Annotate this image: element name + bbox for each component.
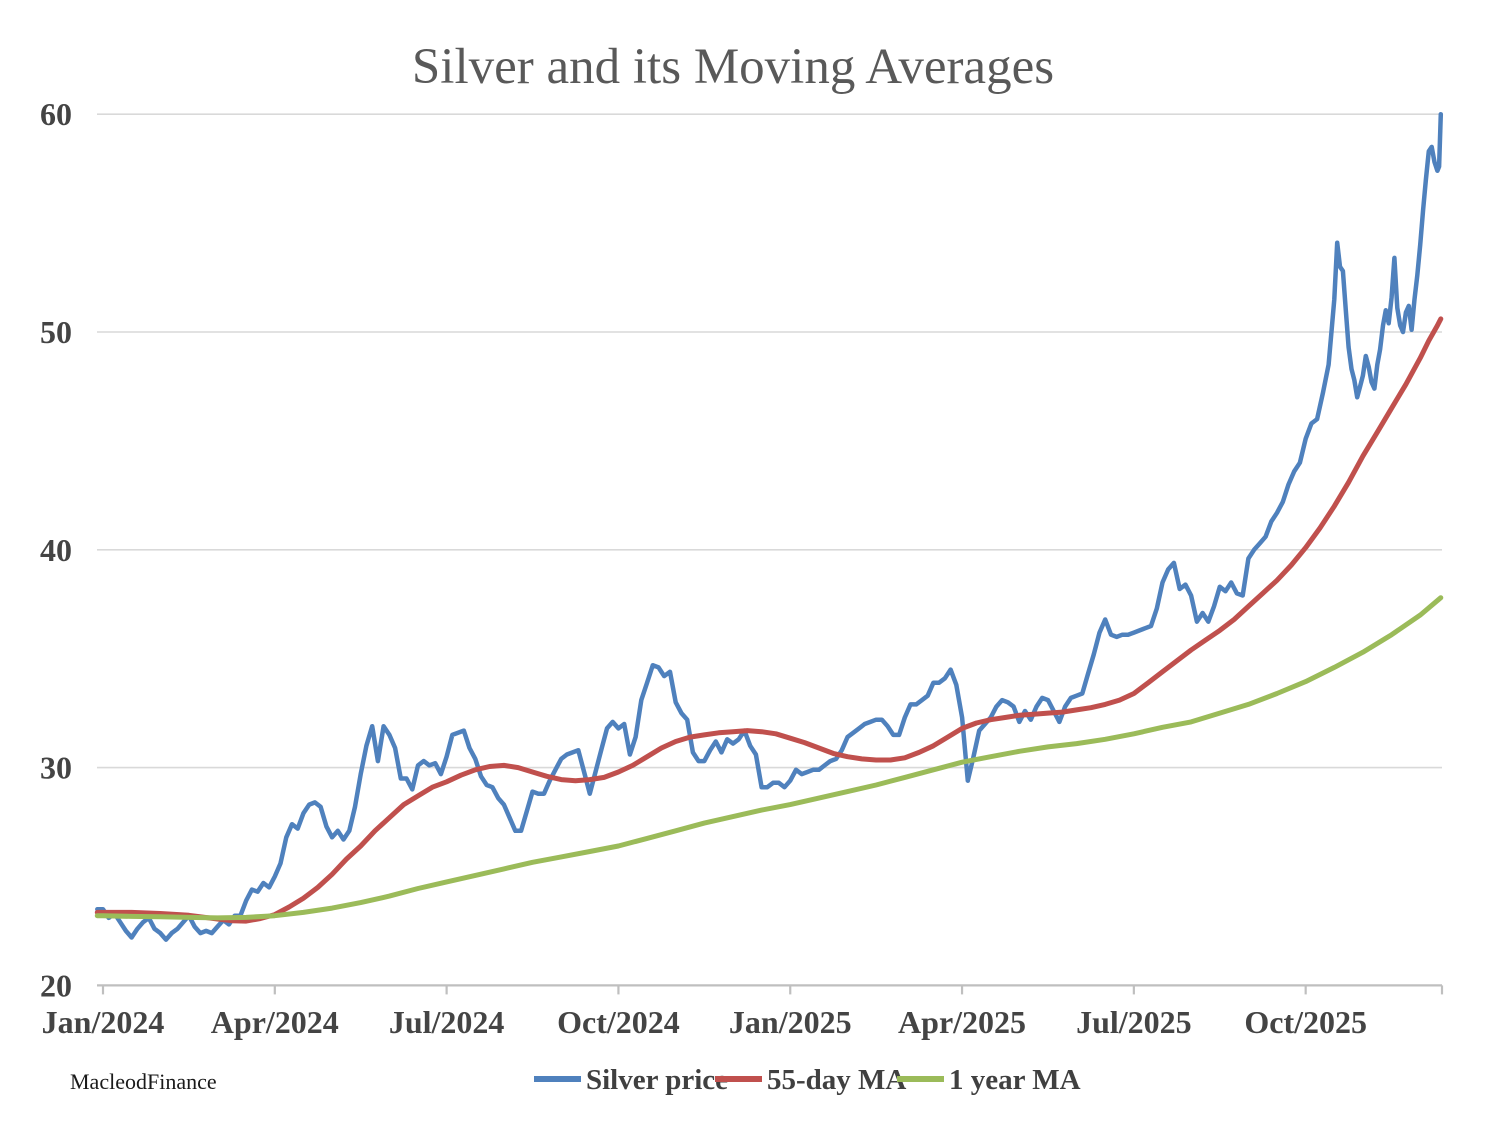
- series-line-1-year-ma: [94, 595, 1444, 921]
- legend-label-3: 1 year MA: [949, 1064, 1081, 1096]
- watermark: MacleodFinance: [70, 1069, 217, 1094]
- x-axis-label-Oct/2024: Oct/2024: [557, 1004, 680, 1040]
- y-axis-label-30: 30: [40, 750, 72, 786]
- y-axis-label-20: 20: [40, 967, 72, 1003]
- legend-item-1-year-ma: 1 year MA: [897, 1064, 1081, 1096]
- series-line-55-day-ma: [94, 316, 1444, 924]
- x-axis-label-Apr/2024: Apr/2024: [211, 1004, 339, 1040]
- x-axis-label-Oct/2025: Oct/2025: [1244, 1004, 1367, 1040]
- legend-label-1: Silver price: [586, 1064, 728, 1096]
- x-axis-label-Jan/2025: Jan/2025: [729, 1004, 852, 1040]
- x-axis-label-Jul/2025: Jul/2025: [1076, 1004, 1192, 1040]
- legend-item-silver-price: Silver price: [534, 1064, 728, 1096]
- y-axis-label-50: 50: [40, 314, 72, 350]
- legend-item-55-day-ma: 55-day MA: [715, 1064, 906, 1096]
- x-axis-label-Jul/2024: Jul/2024: [389, 1004, 505, 1040]
- x-axis-label-Apr/2025: Apr/2025: [898, 1004, 1026, 1040]
- y-axis-label-40: 40: [40, 532, 72, 568]
- chart-title: Silver and its Moving Averages: [412, 39, 1054, 95]
- series-line-silver-price: [95, 111, 1444, 942]
- x-axis-label-Jan/2024: Jan/2024: [42, 1004, 165, 1040]
- legend-label-2: 55-day MA: [767, 1064, 906, 1096]
- y-axis-label-60: 60: [40, 96, 72, 132]
- plot-area: 20 30 40 50 60 Jan/2024 Apr/2024 Jul/2024 Oct/20…: [40, 96, 1444, 1040]
- chart-legend: Silver price 55-day MA 1 year MA: [534, 1064, 1081, 1096]
